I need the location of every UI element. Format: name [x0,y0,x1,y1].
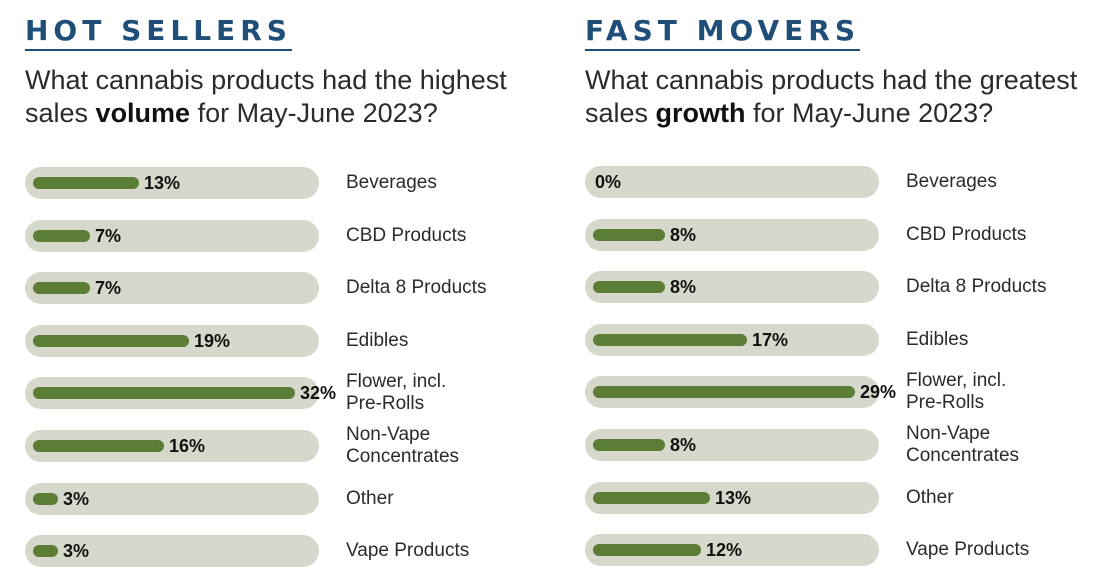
category-label: Delta 8 Products [906,276,1047,297]
bar-track [25,483,319,515]
bar-row: 13% Beverages [25,167,565,199]
hot-sellers-bars: 13% Beverages 7% CBD Products 7% Delta 8 Prod… [25,0,565,586]
data-label: 17% [752,330,789,350]
data-label: 3% [63,489,90,509]
bar [593,492,710,504]
category-label: Beverages [346,172,437,193]
category-label: Non-Vape Concentrates [906,423,1020,466]
data-label: 16% [169,436,206,456]
hot-sellers-panel: HOT SELLERS What cannabis products had t… [25,0,565,586]
data-label: 7% [95,278,122,298]
category-label: Vape Products [346,540,470,561]
data-label: 0% [595,172,622,192]
bar-row: 32% Flower, incl. Pre-Rolls [25,371,565,414]
bar [33,387,295,399]
fast-movers-bars: 0% Beverages 8% CBD Products 8% Delta 8 Produ… [585,0,1112,586]
category-label: CBD Products [346,225,467,246]
question-emphasis: volume [95,98,191,128]
data-label: 12% [706,540,743,560]
bar-row: 13% Other [585,482,1112,514]
data-label: 13% [144,173,181,193]
category-label: Edibles [906,329,969,350]
bar [33,545,58,557]
bar [33,493,58,505]
category-label: Beverages [906,171,997,192]
category-label: Other [906,487,954,508]
bar [593,334,747,346]
bar [33,335,189,347]
category-label: Non-Vape Concentrates [346,424,460,467]
bar [33,440,164,452]
bar [593,544,701,556]
fast-movers-heading: FAST MOVERS [585,14,861,51]
fast-movers-panel: FAST MOVERS What cannabis products had t… [585,0,1112,586]
data-label: 32% [300,383,337,403]
bar-row: 17% Edibles [585,324,1112,356]
hot-sellers-question: What cannabis products had the highest s… [25,64,555,130]
bar [593,229,665,241]
bar [33,230,90,242]
bar [593,281,665,293]
bar-track [25,535,319,567]
bar [33,177,139,189]
bar-row: 19% Edibles [25,325,565,357]
category-label: Flower, incl. Pre-Rolls [346,371,447,414]
data-label: 8% [670,225,697,245]
bar-row: 0% Beverages [585,166,1112,198]
category-label: Vape Products [906,539,1030,560]
bar-row: 12% Vape Products [585,534,1112,566]
category-label: Edibles [346,330,409,351]
question-text-end: for May-June 2023? [745,98,994,128]
bar-row: 8% Delta 8 Products [585,271,1112,303]
data-label: 8% [670,277,697,297]
bar-row: 7% CBD Products [25,220,565,252]
question-text-end: for May-June 2023? [190,98,438,128]
bar-row: 3% Vape Products [25,535,565,567]
question-text-start: What cannabis products had the highest s… [25,65,507,128]
bar-row: 3% Other [25,483,565,515]
category-label: Other [346,488,394,509]
data-label: 8% [670,435,697,455]
question-emphasis: growth [655,98,746,128]
bar [593,386,855,398]
bar-row: 7% Delta 8 Products [25,272,565,304]
bar-track [585,166,879,198]
bar-row: 8% Non-Vape Concentrates [585,423,1112,466]
question-text-start: What cannabis products had the greatest … [585,65,1078,128]
bar-row: 8% CBD Products [585,219,1112,251]
category-label: CBD Products [906,224,1027,245]
fast-movers-question: What cannabis products had the greatest … [585,64,1112,130]
bar [33,282,90,294]
category-label: Flower, incl. Pre-Rolls [906,370,1007,413]
data-label: 19% [194,331,231,351]
bar-row: 16% Non-Vape Concentrates [25,424,565,467]
bar-row: 29% Flower, incl. Pre-Rolls [585,370,1112,413]
bar [593,439,665,451]
category-label: Delta 8 Products [346,277,487,298]
data-label: 29% [860,382,897,402]
data-label: 7% [95,226,122,246]
data-label: 3% [63,541,90,561]
data-label: 13% [715,488,752,508]
hot-sellers-heading: HOT SELLERS [25,14,292,51]
